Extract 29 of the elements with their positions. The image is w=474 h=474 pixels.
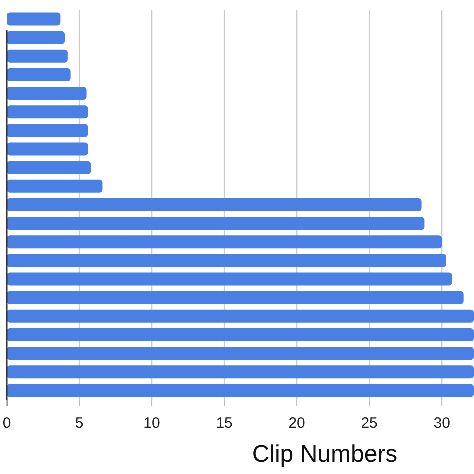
x-tick-label: 15 (216, 415, 233, 432)
x-axis-title: Clip Numbers (252, 441, 398, 468)
bar (7, 50, 68, 63)
x-tick-label: 25 (361, 415, 378, 432)
x-tick-label: 5 (75, 415, 84, 432)
bar (7, 142, 88, 156)
x-tick-label: 0 (2, 415, 12, 432)
bar (7, 366, 474, 379)
x-tick-label: 20 (288, 415, 306, 432)
x-tick-label: 10 (144, 415, 160, 432)
x-tick-label: 30 (434, 415, 450, 432)
bar (7, 12, 61, 26)
bar (7, 254, 446, 268)
bar (7, 272, 452, 286)
bar (7, 161, 92, 174)
bar (7, 124, 88, 138)
bar (7, 31, 66, 44)
bar (7, 106, 88, 119)
bar (7, 347, 474, 360)
bar (7, 328, 474, 342)
bar (7, 180, 103, 193)
bar (7, 87, 87, 100)
bar (7, 291, 464, 304)
bar (7, 198, 422, 212)
bar (7, 68, 71, 82)
bar (7, 236, 442, 249)
bar (7, 217, 425, 230)
bar (7, 384, 474, 398)
bar (7, 310, 474, 323)
